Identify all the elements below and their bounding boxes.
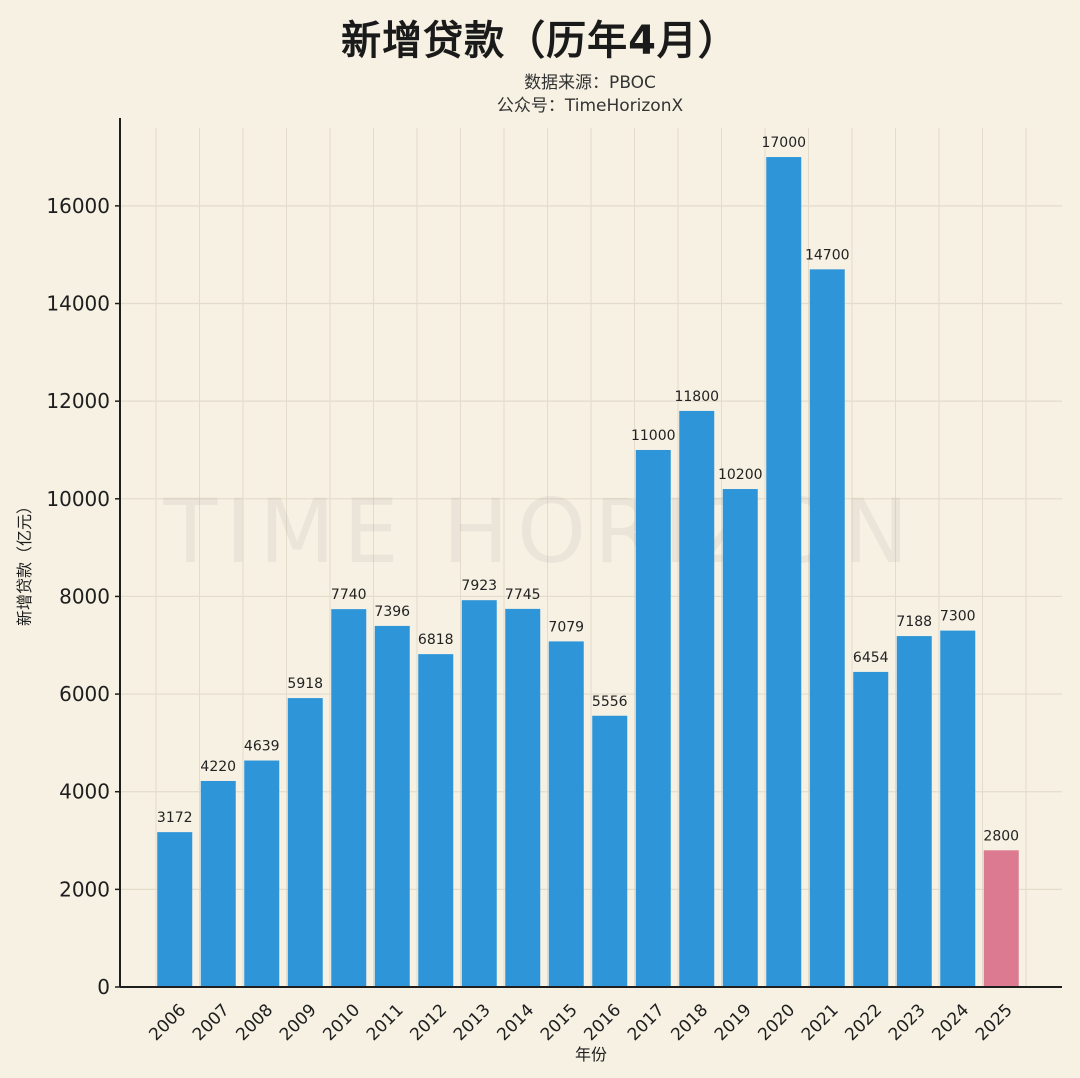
value-label-2012: 6818 xyxy=(418,632,454,648)
bar-2008 xyxy=(244,760,280,987)
account-note: 公众号：TimeHorizonX xyxy=(496,96,684,116)
x-tick-label-2020: 2020 xyxy=(754,1000,799,1045)
bar-2016 xyxy=(592,715,628,987)
value-label-2022: 6454 xyxy=(853,650,889,666)
bar-2019 xyxy=(722,489,758,987)
x-tick-label-2014: 2014 xyxy=(493,1000,538,1045)
y-tick-label-6000: 6000 xyxy=(59,682,110,706)
value-label-2011: 7396 xyxy=(374,604,410,620)
value-label-2010: 7740 xyxy=(331,587,367,603)
value-label-2020: 17000 xyxy=(761,135,806,151)
bar-2018 xyxy=(679,410,715,987)
bar-2014 xyxy=(505,608,541,987)
bar-2020 xyxy=(766,157,802,988)
x-tick-label-2023: 2023 xyxy=(885,1000,930,1045)
value-label-2015: 7079 xyxy=(548,619,584,635)
value-label-2017: 11000 xyxy=(631,428,676,444)
y-tick-label-0: 0 xyxy=(97,975,110,999)
y-tick-label-4000: 4000 xyxy=(59,780,110,804)
bar-2009 xyxy=(287,698,323,987)
value-label-2024: 7300 xyxy=(940,609,976,625)
x-tick-label-2018: 2018 xyxy=(667,1000,712,1045)
y-tick-label-16000: 16000 xyxy=(46,194,110,218)
value-label-2023: 7188 xyxy=(896,614,932,630)
y-tick-label-8000: 8000 xyxy=(59,584,110,608)
bar-2017 xyxy=(635,449,671,987)
x-tick-label-2011: 2011 xyxy=(363,1000,408,1045)
value-label-2018: 11800 xyxy=(674,389,719,405)
x-tick-label-2017: 2017 xyxy=(624,1000,669,1045)
y-axis-title: 新增贷款（亿元） xyxy=(15,498,34,626)
bar-2012 xyxy=(418,654,454,987)
x-tick-label-2021: 2021 xyxy=(798,1000,843,1045)
bar-2022 xyxy=(853,671,889,987)
value-label-2006: 3172 xyxy=(157,810,193,826)
watermark-text: TIME HORIZON xyxy=(162,480,916,583)
value-label-2014: 7745 xyxy=(505,587,541,603)
bar-2024 xyxy=(940,630,976,987)
value-label-2019: 10200 xyxy=(718,467,763,483)
x-tick-label-2015: 2015 xyxy=(537,1000,582,1045)
source-note: 数据来源：PBOC xyxy=(524,73,656,93)
y-tick-label-14000: 14000 xyxy=(46,292,110,316)
value-label-2007: 4220 xyxy=(200,759,236,775)
value-label-2025: 2800 xyxy=(983,828,1019,844)
value-label-2008: 4639 xyxy=(244,739,280,755)
value-label-2013: 7923 xyxy=(461,578,497,594)
y-tick-label-12000: 12000 xyxy=(46,389,110,413)
x-tick-label-2025: 2025 xyxy=(972,1000,1017,1045)
x-tick-label-2013: 2013 xyxy=(450,1000,495,1045)
x-tick-label-2008: 2008 xyxy=(232,1000,277,1045)
x-tick-label-2016: 2016 xyxy=(580,1000,625,1045)
x-axis-title: 年份 xyxy=(575,1045,607,1064)
bar-2023 xyxy=(896,636,932,987)
bar-2013 xyxy=(461,600,497,987)
bar-2010 xyxy=(331,609,367,987)
bar-2011 xyxy=(374,625,410,987)
chart-title: 新增贷款（历年4月） xyxy=(341,18,739,64)
bar-2025 xyxy=(983,850,1019,987)
bar-2006 xyxy=(157,832,193,987)
bar-2007 xyxy=(200,780,236,987)
x-tick-label-2012: 2012 xyxy=(406,1000,451,1045)
y-tick-label-2000: 2000 xyxy=(59,877,110,901)
x-tick-label-2024: 2024 xyxy=(928,1000,973,1045)
value-label-2021: 14700 xyxy=(805,247,850,263)
x-tick-label-2006: 2006 xyxy=(145,1000,190,1045)
bar-2021 xyxy=(809,269,845,988)
x-tick-label-2010: 2010 xyxy=(319,1000,364,1045)
value-label-2009: 5918 xyxy=(287,676,323,692)
x-tick-label-2022: 2022 xyxy=(841,1000,886,1045)
value-label-2016: 5556 xyxy=(592,694,628,710)
x-tick-label-2009: 2009 xyxy=(276,1000,321,1045)
x-tick-label-2019: 2019 xyxy=(711,1000,756,1045)
bar-2015 xyxy=(548,641,584,987)
x-tick-label-2007: 2007 xyxy=(189,1000,234,1045)
y-tick-label-10000: 10000 xyxy=(46,487,110,511)
